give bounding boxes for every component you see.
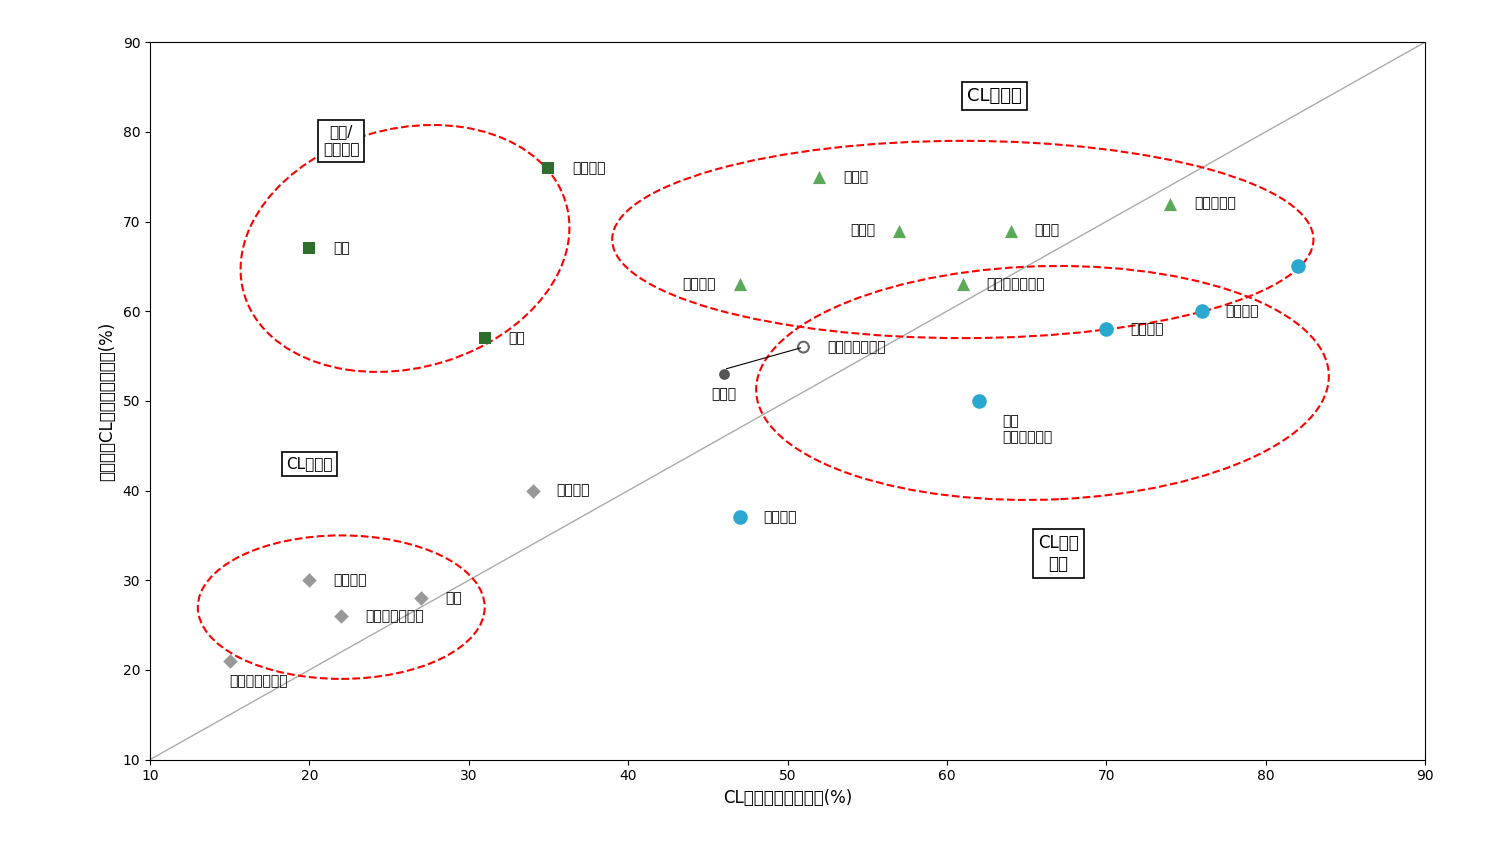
Text: 飲食
（チェーン）: 飲食 （チェーン） bbox=[1002, 414, 1053, 445]
Text: 電車賃: 電車賃 bbox=[711, 387, 736, 402]
Point bbox=[711, 367, 735, 381]
Point bbox=[472, 332, 496, 345]
Text: 口振/
振込中心: 口振/ 振込中心 bbox=[322, 125, 360, 157]
Text: 病院: 病院 bbox=[446, 591, 462, 605]
Point bbox=[966, 394, 990, 408]
Text: 公共料金: 公共料金 bbox=[573, 160, 606, 175]
Text: ドラッグストア: ドラッグストア bbox=[987, 278, 1046, 291]
Point bbox=[297, 574, 321, 587]
Text: 百貨店: 百貨店 bbox=[1035, 224, 1059, 237]
Text: 家電量販店: 家電量販店 bbox=[1194, 197, 1236, 211]
Text: CL低利用: CL低利用 bbox=[286, 456, 333, 471]
Text: CL高利用: CL高利用 bbox=[968, 87, 1022, 105]
Point bbox=[520, 484, 544, 497]
Point bbox=[217, 654, 242, 668]
Point bbox=[297, 241, 321, 255]
Text: 税金: 税金 bbox=[509, 331, 525, 345]
Text: 小物雑貨: 小物雑貨 bbox=[556, 484, 590, 498]
Text: CL利用
踊躇: CL利用 踊躇 bbox=[1038, 534, 1078, 573]
Text: タクシー: タクシー bbox=[764, 511, 796, 524]
Point bbox=[1286, 260, 1310, 273]
Point bbox=[792, 340, 816, 354]
X-axis label: CLが使えるイメージ(%): CLが使えるイメージ(%) bbox=[723, 789, 852, 807]
Text: コンビニ: コンビニ bbox=[1226, 304, 1260, 318]
Text: 飲食（個人店）: 飲食（個人店） bbox=[364, 609, 424, 623]
Point bbox=[999, 224, 1023, 237]
Text: 航空券: 航空券 bbox=[850, 224, 874, 237]
Y-axis label: 支払いにCLを使用する割合(%): 支払いにCLを使用する割合(%) bbox=[98, 322, 116, 480]
Point bbox=[807, 170, 831, 183]
Text: クリーニング店: クリーニング店 bbox=[230, 674, 288, 689]
Point bbox=[728, 278, 752, 291]
Text: スーパー: スーパー bbox=[1130, 322, 1164, 336]
Point bbox=[1094, 322, 1118, 336]
Text: ホテル: ホテル bbox=[843, 170, 868, 184]
Text: アパレル: アパレル bbox=[682, 278, 716, 291]
Text: ファストフード: ファストフード bbox=[828, 340, 886, 354]
Text: 家賃: 家賃 bbox=[333, 241, 350, 256]
Point bbox=[728, 511, 752, 524]
Point bbox=[328, 609, 354, 623]
Point bbox=[1158, 197, 1182, 210]
Point bbox=[537, 161, 561, 175]
Point bbox=[410, 592, 434, 605]
Text: 理美容室: 理美容室 bbox=[333, 573, 368, 587]
Point bbox=[951, 278, 975, 291]
Point bbox=[1190, 305, 1214, 318]
Point bbox=[886, 224, 910, 237]
